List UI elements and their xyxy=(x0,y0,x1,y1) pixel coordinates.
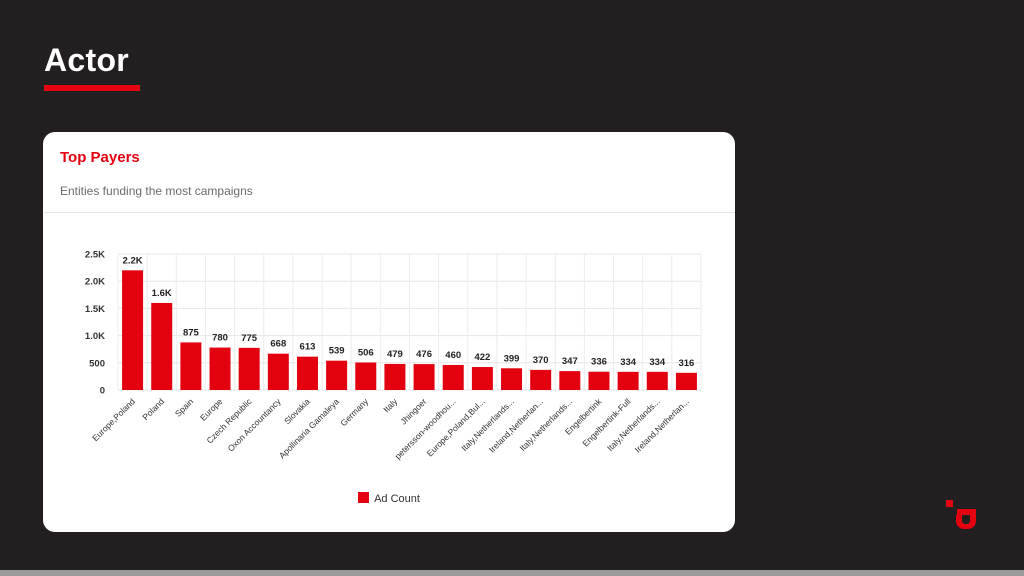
bar[interactable] xyxy=(675,372,697,390)
data-label: 780 xyxy=(212,333,228,344)
data-label: 316 xyxy=(678,358,694,369)
data-label: 775 xyxy=(241,333,258,344)
bar[interactable] xyxy=(530,369,552,390)
bar[interactable] xyxy=(559,371,581,390)
x-tick-label: Oxon Accountancy xyxy=(226,396,284,454)
bar[interactable] xyxy=(384,363,406,390)
bar[interactable] xyxy=(413,364,435,390)
x-tick-label: Europe,Poland xyxy=(90,396,137,443)
y-tick-label: 2.5K xyxy=(85,250,105,261)
data-label: 2.2K xyxy=(123,255,143,266)
x-tick-label: Italy,Netherlands... xyxy=(605,396,662,453)
data-label: 539 xyxy=(329,346,345,357)
data-label: 460 xyxy=(445,350,461,361)
bar[interactable] xyxy=(326,360,348,390)
brand-logo-icon xyxy=(946,500,976,529)
bar[interactable] xyxy=(122,270,144,390)
card-divider xyxy=(43,212,735,213)
bar[interactable] xyxy=(267,353,289,390)
data-label: 334 xyxy=(620,357,637,368)
y-tick-label: 1.0K xyxy=(85,331,105,342)
x-tick-label: Spain xyxy=(173,396,196,419)
data-label: 668 xyxy=(270,339,286,350)
data-label: 334 xyxy=(649,357,666,368)
bottom-bar xyxy=(0,570,1024,576)
y-tick-label: 2.0K xyxy=(85,277,105,288)
top-payers-card: Top Payers Entities funding the most cam… xyxy=(43,132,735,532)
card-subtitle: Entities funding the most campaigns xyxy=(60,184,253,198)
page-title: Actor xyxy=(44,42,130,78)
x-tick-label: Italy,Netherlands... xyxy=(517,396,574,453)
bar[interactable] xyxy=(442,364,464,390)
data-label: 613 xyxy=(300,342,316,353)
y-tick-label: 0 xyxy=(100,386,105,397)
x-tick-label: Italy,Netherlands... xyxy=(459,396,516,453)
x-tick-label: Italy xyxy=(381,396,400,415)
bar[interactable] xyxy=(151,302,173,390)
bar[interactable] xyxy=(355,362,377,390)
data-label: 422 xyxy=(474,352,490,363)
data-label: 1.6K xyxy=(152,288,172,299)
bar[interactable] xyxy=(296,356,318,390)
legend-swatch xyxy=(358,492,370,503)
chart-legend[interactable]: Ad Count xyxy=(43,492,735,505)
bar[interactable] xyxy=(180,342,202,390)
bar[interactable] xyxy=(471,367,493,390)
y-tick-label: 1.5K xyxy=(85,304,105,315)
bar[interactable] xyxy=(588,371,610,390)
bar[interactable] xyxy=(501,368,523,390)
bar[interactable] xyxy=(209,347,231,390)
data-label: 370 xyxy=(533,355,549,366)
data-label: 875 xyxy=(183,327,200,338)
data-label: 399 xyxy=(504,353,520,364)
x-tick-label: Europe xyxy=(198,396,225,423)
card-title: Top Payers xyxy=(60,149,140,166)
data-label: 506 xyxy=(358,347,374,358)
data-label: 479 xyxy=(387,349,403,360)
x-tick-label: Germany xyxy=(338,396,370,428)
data-label: 476 xyxy=(416,349,432,360)
data-label: 347 xyxy=(562,356,578,367)
data-label: 336 xyxy=(591,357,607,368)
legend-label: Ad Count xyxy=(374,493,420,505)
title-underline xyxy=(44,85,140,91)
bar[interactable] xyxy=(646,371,668,390)
bar[interactable] xyxy=(238,347,260,390)
x-tick-label: Ireland,Netherlan... xyxy=(487,396,545,454)
x-tick-label: Poland xyxy=(140,396,166,422)
x-tick-label: Ireland,Netherlan... xyxy=(633,396,691,454)
bar-chart: 0 500 1.0K 1.5K 2.0K 2.5K 2.2K Europe,Poland 1.6… xyxy=(85,250,702,461)
bar[interactable] xyxy=(617,371,639,390)
y-tick-label: 500 xyxy=(89,358,105,369)
